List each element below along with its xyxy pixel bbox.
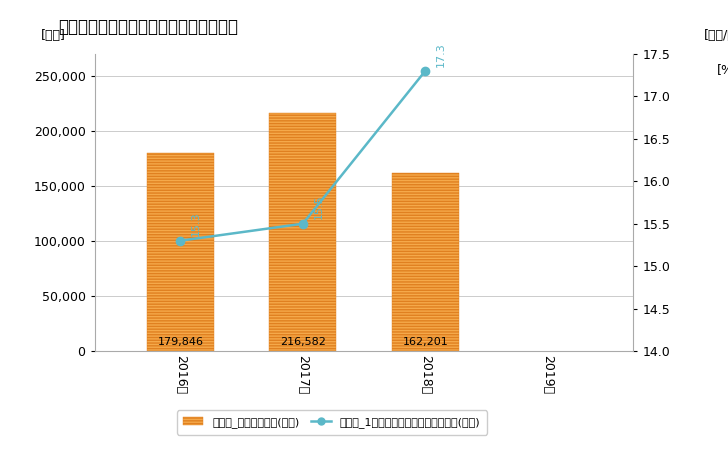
- Text: [%]: [%]: [717, 63, 728, 76]
- Bar: [269, 113, 336, 351]
- Text: [万円/㎡]: [万円/㎡]: [703, 29, 728, 42]
- Legend: 住宅用_工事費予定額(左軸), 住宅用_1平米当たり平均工事費予定額(右軸): 住宅用_工事費予定額(左軸), 住宅用_1平米当たり平均工事費予定額(右軸): [177, 410, 487, 435]
- Text: 179,846: 179,846: [157, 337, 203, 347]
- Bar: [146, 153, 214, 351]
- Text: 17.3: 17.3: [436, 42, 446, 67]
- Text: [万円]: [万円]: [41, 29, 66, 42]
- Bar: [392, 173, 459, 351]
- Text: 162,201: 162,201: [403, 337, 448, 347]
- Text: 15.5: 15.5: [314, 195, 324, 220]
- Text: 15.3: 15.3: [191, 212, 201, 236]
- Text: 216,582: 216,582: [280, 337, 325, 347]
- Text: 住宅用建築物の工事費予定額合計の推移: 住宅用建築物の工事費予定額合計の推移: [58, 18, 238, 36]
